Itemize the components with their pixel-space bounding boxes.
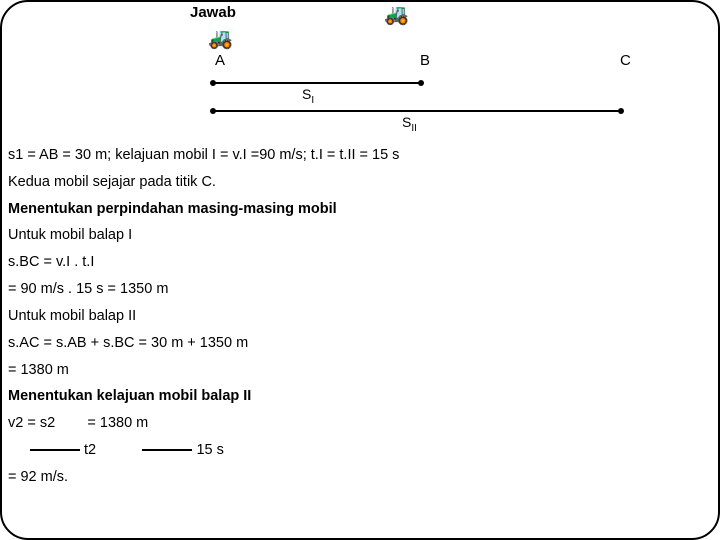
diagram-area: Jawab 🚜 🚜 A B C SI SII — [2, 2, 718, 142]
text-line: = 1380 m — [8, 357, 712, 384]
segment-line-ac — [212, 110, 622, 112]
text-heading: Menentukan perpindahan masing-masing mob… — [8, 196, 712, 223]
point-label-a: A — [215, 52, 225, 69]
car-icon: 🚜 — [384, 2, 409, 27]
solution-text: s1 = AB = 30 m; kelajuan mobil I = v.I =… — [2, 142, 718, 491]
segment-label-s2: SII — [402, 114, 417, 134]
page-container: Jawab 🚜 🚜 A B C SI SII s1 = AB = 30 m; k… — [0, 0, 720, 540]
text-line: s1 = AB = 30 m; kelajuan mobil I = v.I =… — [8, 142, 712, 169]
text-line: Untuk mobil balap II — [8, 303, 712, 330]
text-heading: Menentukan kelajuan mobil balap II — [8, 383, 712, 410]
point-label-c: C — [620, 52, 631, 69]
fraction-row-bottom: t2 15 s — [8, 437, 712, 464]
segment-label-s1: SI — [302, 86, 314, 106]
text-line: = 90 m/s . 15 s = 1350 m — [8, 276, 712, 303]
fraction-bar-icon — [142, 449, 192, 451]
segment-line-ab — [212, 82, 422, 84]
text-line: Kedua mobil sejajar pada titik C. — [8, 169, 712, 196]
text-line: s.BC = v.I . t.I — [8, 249, 712, 276]
car-icon: 🚜 — [208, 26, 233, 51]
text-line: Untuk mobil balap I — [8, 222, 712, 249]
text-line: = 92 m/s. — [8, 464, 712, 491]
point-label-b: B — [420, 52, 430, 69]
text-line: s.AC = s.AB + s.BC = 30 m + 1350 m — [8, 330, 712, 357]
fraction-row-top: v2 = s2 = 1380 m — [8, 410, 712, 437]
title-jawab: Jawab — [190, 4, 236, 21]
fraction-bar-icon — [30, 449, 80, 451]
